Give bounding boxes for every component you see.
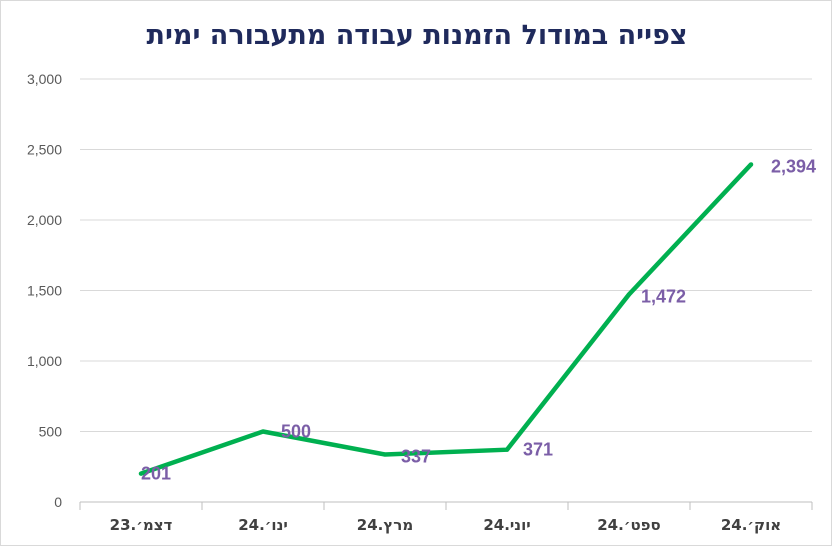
- x-tick-label: מרץ.24: [357, 516, 413, 534]
- data-label: 337: [401, 446, 431, 466]
- y-tick-label: 3,000: [27, 71, 62, 87]
- y-axis-ticks: 0 500 1,000 1,500 2,000 2,500 3,000: [27, 71, 62, 510]
- data-point: [383, 452, 387, 457]
- chart-title: צפייה במודול הזמנות עבודה מתעבורה ימית: [146, 20, 688, 51]
- grid-lines: [80, 78, 812, 503]
- y-tick-label: 2,500: [27, 142, 62, 158]
- data-label: 1,472: [641, 286, 686, 306]
- y-tick-label: 1,000: [27, 353, 62, 369]
- x-tick-label: יוני.24: [483, 516, 530, 534]
- y-tick-label: 1,500: [27, 283, 62, 299]
- data-point: [139, 471, 143, 476]
- series-layer: [138, 162, 754, 476]
- x-tick-label: ינו׳.24: [238, 516, 288, 534]
- data-labels: 201 500 337 371 1,472 2,394: [141, 156, 816, 483]
- data-label: 371: [523, 440, 553, 460]
- x-tick-label: אוק׳.24: [721, 516, 781, 534]
- x-tick-label: ספט׳.24: [597, 516, 660, 534]
- data-point: [261, 429, 265, 434]
- data-label: 2,394: [771, 156, 816, 176]
- data-point: [505, 447, 509, 452]
- data-point: [749, 162, 753, 167]
- data-label: 500: [281, 422, 311, 442]
- series-line: [138, 162, 754, 476]
- y-tick-label: 0: [54, 494, 62, 510]
- y-tick-label: 2,000: [27, 212, 62, 228]
- data-label: 201: [141, 464, 171, 484]
- x-tick-label: דצמ׳.23: [110, 516, 173, 534]
- data-point: [627, 292, 631, 297]
- x-axis-ticks: דצמ׳.23 ינו׳.24 מרץ.24 יוני.24 ספט׳.24 אוק׳.2…: [79, 502, 813, 534]
- y-tick-label: 500: [39, 424, 63, 440]
